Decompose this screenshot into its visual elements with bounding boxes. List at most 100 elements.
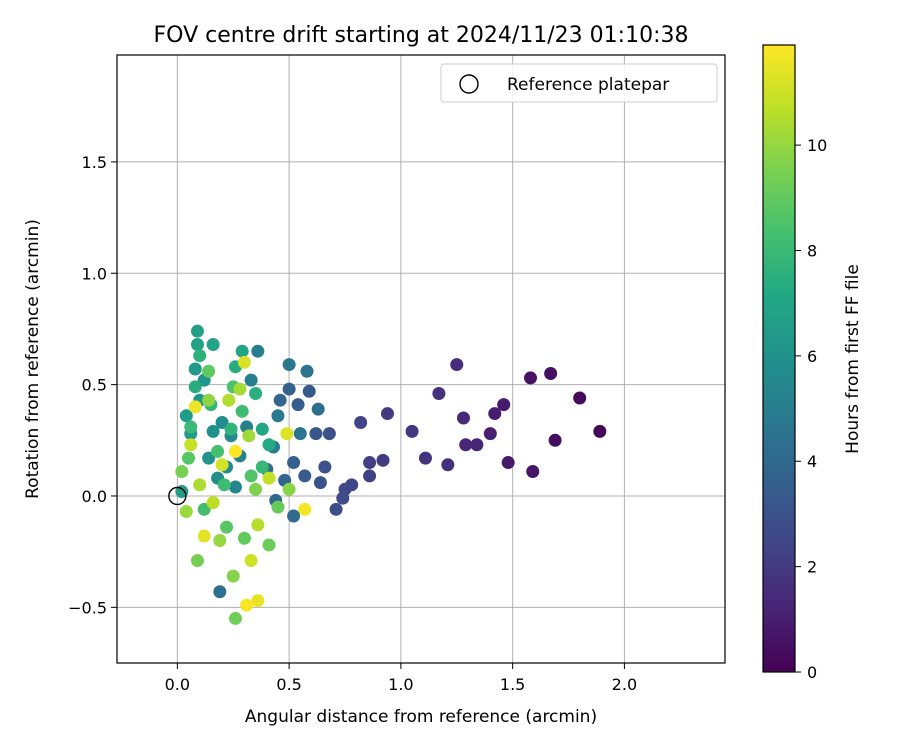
scatter-point <box>244 554 258 568</box>
scatter-point <box>456 411 470 425</box>
scatter-point <box>262 538 276 552</box>
scatter-point <box>206 496 220 510</box>
scatter-point <box>237 355 251 369</box>
scatter-points <box>175 324 607 625</box>
x-tick-label: 2.0 <box>612 675 637 694</box>
colorbar-tick-label: 10 <box>807 136 827 155</box>
scatter-point <box>228 480 242 494</box>
scatter-point <box>497 398 511 412</box>
scatter-point <box>282 358 296 372</box>
scatter-point <box>182 451 196 465</box>
scatter-point <box>273 393 287 407</box>
scatter-point <box>271 409 285 423</box>
scatter-point <box>193 478 207 492</box>
scatter-point <box>190 324 204 338</box>
scatter-point <box>311 402 325 416</box>
scatter-point <box>202 364 216 378</box>
scatter-point <box>179 409 193 423</box>
scatter-point <box>222 393 236 407</box>
x-axis-label: Angular distance from reference (arcmin) <box>245 707 597 727</box>
colorbar-label: Hours from first FF file <box>843 264 863 454</box>
scatter-point <box>329 502 343 516</box>
scatter-point <box>226 569 240 583</box>
reference-platepar-marker <box>168 486 187 506</box>
scatter-point <box>188 362 202 376</box>
scatter-point <box>190 554 204 568</box>
colorbar-tick-label: 0 <box>807 663 817 682</box>
colorbar-tick-label: 2 <box>807 558 817 577</box>
scatter-point <box>309 427 323 441</box>
y-tick-label: 0.0 <box>82 487 107 506</box>
scatter-point <box>190 338 204 352</box>
chart-title: FOV centre drift starting at 2024/11/23 … <box>154 23 689 48</box>
scatter-point <box>224 422 238 436</box>
scatter-point <box>318 460 332 474</box>
colorbar-tick-label: 6 <box>807 347 817 366</box>
scatter-point <box>282 382 296 396</box>
scatter-point <box>302 384 316 398</box>
legend-reference-marker <box>459 74 479 94</box>
scatter-point <box>251 594 265 608</box>
scatter-point <box>483 427 497 441</box>
scatter-point <box>202 393 216 407</box>
scatter-point <box>380 407 394 421</box>
x-tick-label: 1.5 <box>500 675 525 694</box>
scatter-point <box>244 373 258 387</box>
scatter-point <box>249 482 263 496</box>
y-tick-label: −0.5 <box>68 598 107 617</box>
y-tick-label: 0.5 <box>82 376 107 395</box>
scatter-point <box>262 471 276 485</box>
x-axis-ticks: 0.0 0.5 1.0 1.5 2.0 <box>165 663 637 694</box>
scatter-point <box>459 438 473 452</box>
scatter-point <box>282 482 296 496</box>
scatter-point <box>251 518 265 532</box>
scatter-point <box>544 366 558 380</box>
scatter-point <box>215 415 229 429</box>
scatter-point <box>280 427 294 441</box>
legend-box <box>440 63 718 103</box>
scatter-point <box>240 598 254 612</box>
scatter-point <box>188 380 202 394</box>
scatter-point <box>441 458 455 472</box>
y-tick-label: 1.0 <box>82 264 107 283</box>
scatter-point <box>573 391 587 405</box>
scatter-point <box>220 520 234 534</box>
y-tick-label: 1.5 <box>82 153 107 172</box>
scatter-point <box>184 420 198 434</box>
scatter-point <box>202 451 216 465</box>
scatter-point <box>237 531 251 545</box>
y-axis-label: Rotation from reference (arcmin) <box>23 219 43 499</box>
scatter-point <box>255 422 269 436</box>
scatter-point <box>251 344 265 358</box>
colorbar-ticks: 0 2 4 6 8 10 <box>795 136 827 682</box>
scatter-point <box>255 460 269 474</box>
scatter-point <box>217 478 231 492</box>
scatter-point <box>175 464 189 478</box>
scatter-point <box>298 502 312 516</box>
scatter-point <box>206 424 220 438</box>
plot-background <box>117 55 725 663</box>
scatter-point <box>215 458 229 472</box>
grid-lines <box>117 55 725 663</box>
scatter-point <box>293 427 307 441</box>
y-axis-ticks: −0.5 0.0 0.5 1.0 1.5 <box>68 153 117 617</box>
scatter-point <box>235 404 249 418</box>
scatter-point <box>432 387 446 401</box>
scatter-point <box>184 438 198 452</box>
plot-frame <box>116 54 726 664</box>
scatter-point <box>291 398 305 412</box>
scatter-point <box>354 415 368 429</box>
scatter-point <box>206 338 220 352</box>
scatter-point <box>526 464 540 478</box>
scatter-point <box>235 344 249 358</box>
legend: Reference platepar <box>440 63 718 103</box>
scatter-point <box>450 358 464 372</box>
scatter-point <box>313 476 327 490</box>
scatter-point <box>228 444 242 458</box>
scatter-point <box>262 438 276 452</box>
scatter-point <box>363 469 377 483</box>
colorbar-tick-label: 4 <box>807 452 817 471</box>
scatter-point <box>470 438 484 452</box>
